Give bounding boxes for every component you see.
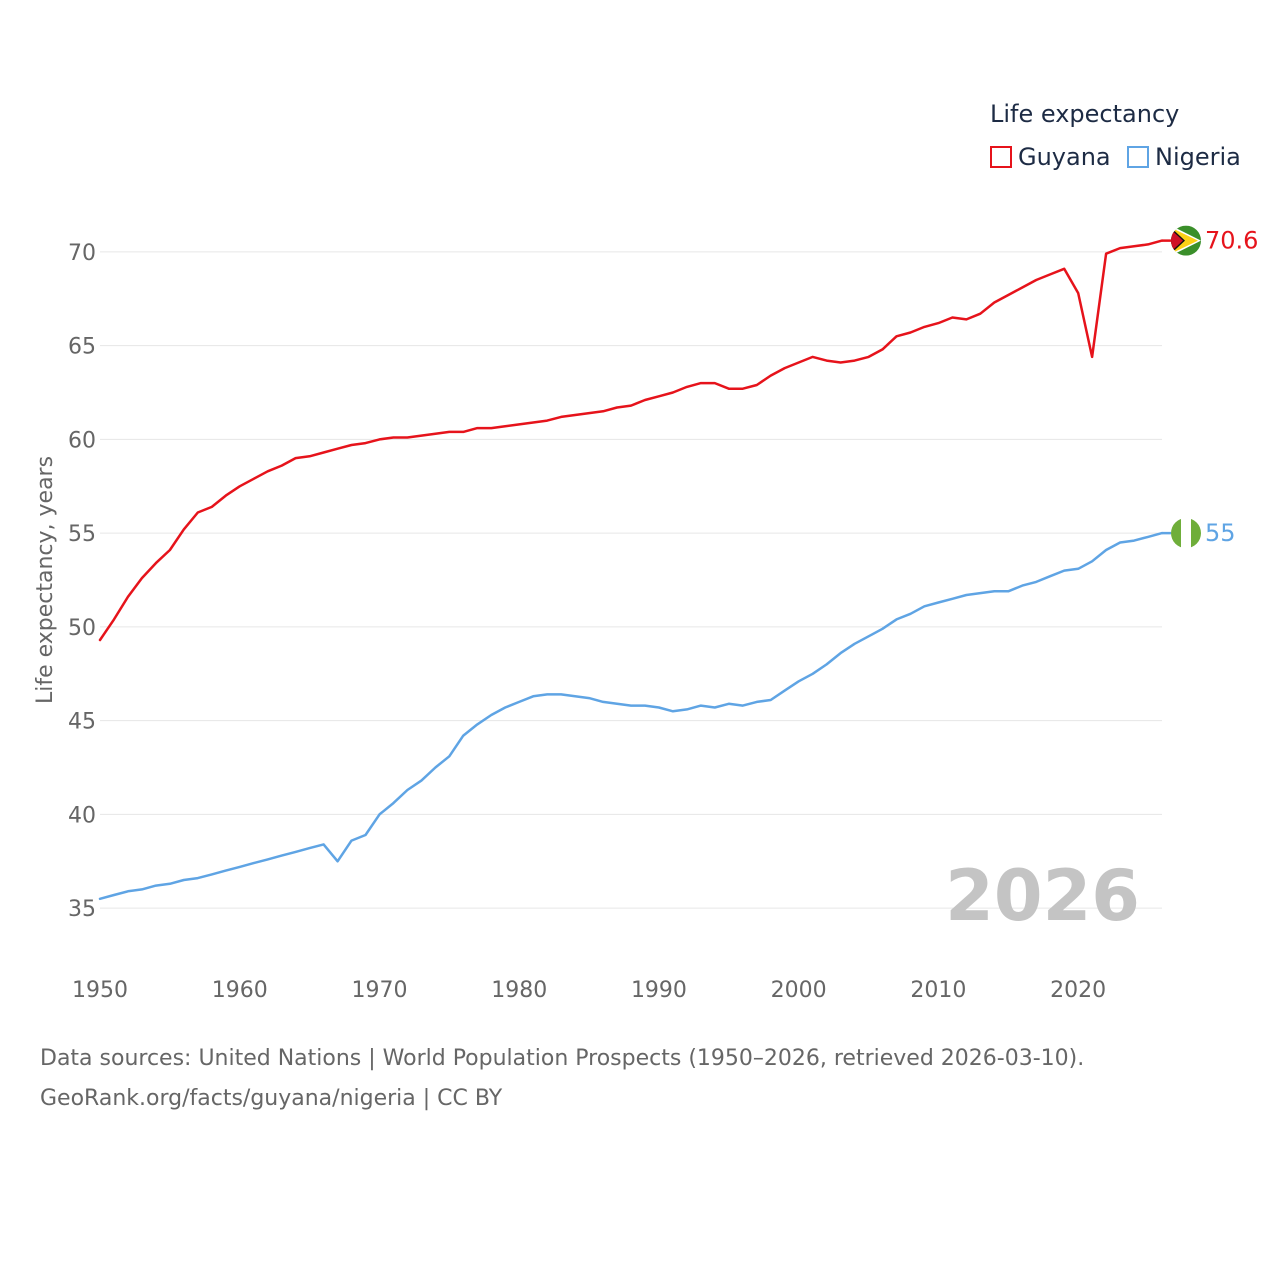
series-end-markers: 70.6 55	[1162, 225, 1258, 549]
x-axis-ticks: 1950 1960 1970 1980 1990 2000 2010 2020	[72, 978, 1106, 1003]
end-value-label-guyana: 70.6	[1205, 227, 1258, 255]
x-tick-label: 1990	[631, 978, 687, 1003]
y-tick-label: 35	[68, 897, 96, 922]
y-tick-label: 65	[68, 335, 96, 360]
x-tick-label: 1960	[212, 978, 268, 1003]
year-watermark: 2026	[945, 855, 1140, 937]
y-tick-label: 70	[68, 241, 96, 266]
source-link[interactable]: GeoRank.org/facts/guyana/nigeria | CC BY	[40, 1086, 503, 1111]
x-tick-label: 1970	[351, 978, 407, 1003]
gridlines	[100, 251, 1162, 909]
legend-label-guyana: Guyana	[1018, 143, 1111, 171]
y-tick-label: 45	[68, 710, 96, 735]
end-value-label-nigeria: 55	[1205, 519, 1236, 547]
source-note: Data sources: United Nations | World Pop…	[40, 1046, 1085, 1071]
y-tick-label: 55	[68, 522, 96, 547]
y-tick-label: 60	[68, 428, 96, 453]
y-axis-label: Life expectancy, years	[33, 456, 58, 704]
series-lines	[98, 239, 1164, 901]
legend-label-nigeria: Nigeria	[1155, 143, 1241, 171]
legend-swatch-guyana	[990, 146, 1012, 168]
legend-item-guyana[interactable]: Guyana	[990, 143, 1111, 171]
series-line-guyana	[98, 239, 1164, 642]
y-axis-ticks: 35 40 45 50 55 60 65 70	[68, 241, 96, 922]
x-tick-label: 2020	[1050, 978, 1106, 1003]
legend-swatch-nigeria	[1127, 146, 1149, 168]
x-tick-label: 2000	[771, 978, 827, 1003]
series-line-nigeria	[98, 531, 1164, 901]
y-tick-label: 40	[68, 803, 96, 828]
x-tick-label: 2010	[910, 978, 966, 1003]
nigeria-flag	[1171, 518, 1201, 549]
y-tick-label: 50	[68, 616, 96, 641]
x-tick-label: 1980	[491, 978, 547, 1003]
legend-title: Life expectancy	[990, 100, 1180, 128]
legend-item-nigeria[interactable]: Nigeria	[1127, 143, 1241, 171]
x-tick-label: 1950	[72, 978, 128, 1003]
guyana-flag	[1171, 225, 1201, 256]
